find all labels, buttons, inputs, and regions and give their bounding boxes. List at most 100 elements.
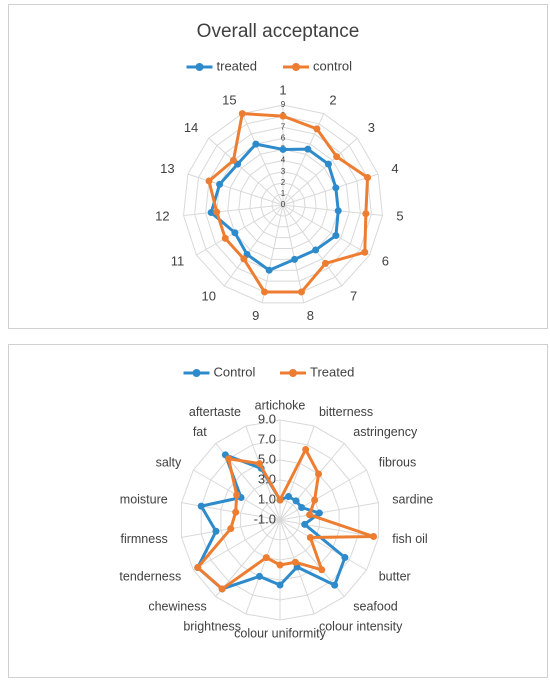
marker	[205, 177, 213, 185]
category-label: firmness	[120, 532, 167, 546]
y-tick-label: 7.0	[258, 431, 276, 446]
marker	[231, 229, 239, 237]
marker	[252, 140, 260, 148]
marker	[261, 288, 269, 296]
y-tick-label: 9.0	[258, 411, 276, 426]
spoke	[279, 469, 367, 521]
marker	[341, 554, 349, 561]
spoke	[282, 204, 370, 256]
category-label: astringency	[353, 425, 418, 439]
spoke	[196, 204, 284, 256]
spoke	[208, 137, 284, 206]
grid-line	[205, 126, 361, 282]
marker	[291, 255, 299, 263]
marker	[306, 511, 314, 519]
marker	[194, 564, 202, 571]
chart-frame	[8, 4, 548, 329]
marker	[315, 470, 323, 478]
marker	[361, 248, 369, 256]
marker	[362, 210, 370, 218]
category-label: 2	[329, 92, 336, 107]
marker	[364, 174, 372, 182]
y-tick-label: 3	[281, 167, 286, 176]
marker	[229, 156, 237, 164]
category-label: chewiness	[148, 600, 206, 614]
marker	[255, 572, 263, 580]
spoke	[261, 204, 284, 303]
category-label: tenderness	[119, 569, 181, 583]
marker	[279, 112, 287, 120]
marker	[232, 508, 240, 516]
marker	[225, 455, 233, 463]
y-tick-label: -1.0	[254, 511, 276, 526]
y-tick-label: 1.0	[258, 491, 276, 506]
spoke	[187, 173, 284, 206]
chart-frame	[8, 344, 548, 678]
marker	[276, 581, 284, 589]
category-label: 3	[368, 120, 375, 135]
marker	[334, 207, 342, 215]
category-label: salty	[156, 455, 182, 469]
marker	[332, 232, 340, 240]
category-label: fat	[193, 425, 207, 439]
marker	[285, 493, 293, 501]
category-label: 7	[350, 289, 357, 304]
legend-label: treated	[217, 58, 257, 73]
marker	[321, 259, 329, 267]
marker	[297, 288, 305, 296]
marker	[302, 446, 310, 454]
spoke	[215, 519, 281, 597]
category-label: 10	[202, 289, 216, 304]
category-label: 12	[155, 208, 169, 223]
category-label: seafood	[353, 600, 398, 614]
marker	[292, 497, 300, 505]
category-label: fibrous	[379, 455, 417, 469]
spoke	[282, 137, 358, 206]
marker	[218, 585, 226, 593]
spoke	[282, 204, 343, 287]
legend-swatch	[292, 63, 300, 71]
category-label: 9	[252, 308, 259, 323]
spoke	[279, 519, 379, 538]
marker	[331, 581, 339, 589]
marker	[227, 525, 235, 533]
marker	[276, 496, 284, 504]
category-label: bitterness	[319, 405, 373, 419]
marker	[312, 246, 320, 254]
marker	[197, 502, 205, 510]
legend-swatch	[195, 63, 204, 71]
spoke	[279, 425, 315, 521]
grid-line	[216, 137, 350, 271]
grid-line	[238, 160, 328, 249]
grid-line	[227, 148, 339, 260]
category-label: 15	[222, 92, 236, 107]
spoke	[282, 204, 305, 303]
y-tick-label: 7	[281, 122, 286, 131]
marker	[304, 145, 312, 153]
legend-label: Treated	[310, 364, 354, 379]
y-tick-label: 4	[281, 156, 286, 165]
y-tick-label: 9	[281, 100, 286, 109]
marker	[240, 255, 248, 263]
marker	[279, 145, 287, 153]
category-label: 11	[171, 253, 185, 268]
spoke	[279, 502, 379, 521]
category-label: 14	[184, 120, 198, 135]
marker	[333, 153, 341, 161]
y-tick-label: 0	[281, 200, 286, 209]
marker	[265, 266, 273, 274]
marker	[306, 534, 314, 541]
marker	[311, 496, 319, 504]
marker	[212, 527, 220, 535]
category-label: sardine	[392, 493, 433, 507]
category-label: 1	[279, 82, 286, 97]
marker	[313, 125, 321, 133]
grid-line	[183, 104, 383, 304]
y-tick-label: 2	[281, 178, 286, 187]
category-label: brightness	[183, 619, 241, 633]
category-label: 5	[396, 208, 403, 223]
grid-line	[260, 182, 306, 228]
marker	[291, 558, 299, 566]
spoke	[279, 519, 367, 571]
